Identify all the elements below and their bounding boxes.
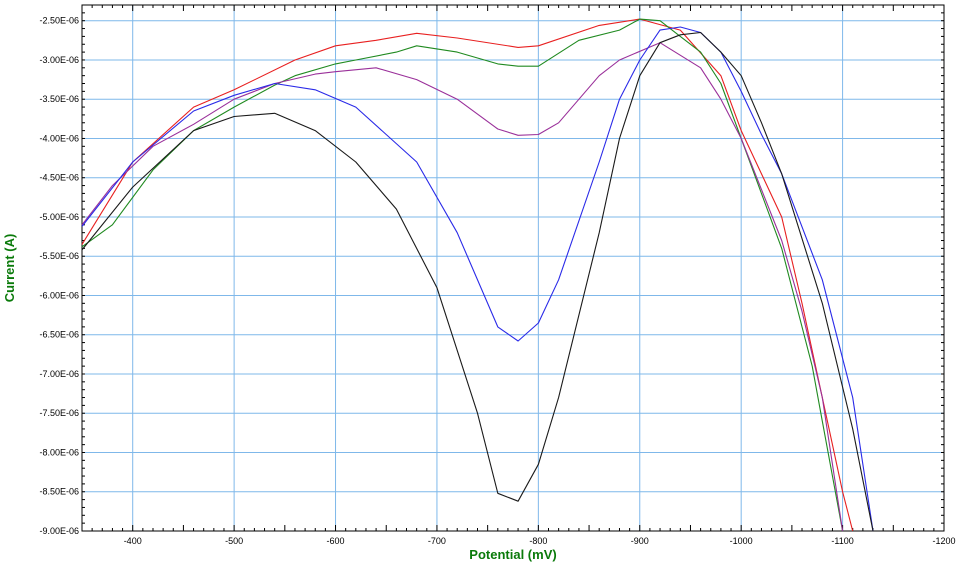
grid [82, 5, 945, 532]
x-tick-label: -600 [327, 536, 345, 546]
plot-border [81, 4, 945, 532]
y-tick-labels: -2.50E-06 -3.00E-06 -3.50E-06 -4.00E-06 -4.5… [39, 16, 79, 536]
x-tick-label: -1000 [730, 536, 753, 546]
x-tick-label: -500 [225, 536, 243, 546]
series-line-3 [81, 42, 844, 532]
y-tick-label: -8.50E-06 [39, 487, 79, 497]
y-tick-label: -3.50E-06 [39, 94, 79, 104]
series-line-5 [81, 31, 874, 532]
x-tick-label: -1200 [932, 536, 955, 546]
series-line-1 [81, 18, 854, 532]
x-tick-label: -700 [428, 536, 446, 546]
series-line-2 [81, 18, 844, 532]
y-tick-label: -6.00E-06 [39, 290, 79, 300]
y-tick-label: -7.00E-06 [39, 369, 79, 379]
plot-area [82, 5, 944, 531]
y-tick-label: -5.50E-06 [39, 251, 79, 261]
y-tick-label: -7.50E-06 [39, 408, 79, 418]
x-tick-label: -900 [631, 536, 649, 546]
series-line-4 [81, 26, 874, 532]
y-axis-title: Current (A) [2, 234, 17, 303]
y-tick-label: -9.00E-06 [39, 526, 79, 536]
y-tick-label: -6.50E-06 [39, 330, 79, 340]
x-tick-label: -400 [124, 536, 142, 546]
x-tick-labels: -400 -500 -600 -700 -800 -900 -1000 -1100 -1200 [124, 536, 956, 546]
x-tick-label: -1100 [831, 536, 853, 546]
y-tick-label: -2.50E-06 [39, 16, 79, 26]
x-axis-title: Potential (mV) [469, 547, 556, 562]
y-tick-label: -4.50E-06 [39, 173, 79, 183]
y-tick-label: -4.00E-06 [39, 133, 79, 143]
y-tick-label: -5.00E-06 [39, 212, 79, 222]
y-tick-label: -8.00E-06 [39, 447, 79, 457]
series-layer [81, 18, 874, 532]
x-tick-label: -800 [529, 536, 547, 546]
y-tick-label: -3.00E-06 [39, 55, 79, 65]
